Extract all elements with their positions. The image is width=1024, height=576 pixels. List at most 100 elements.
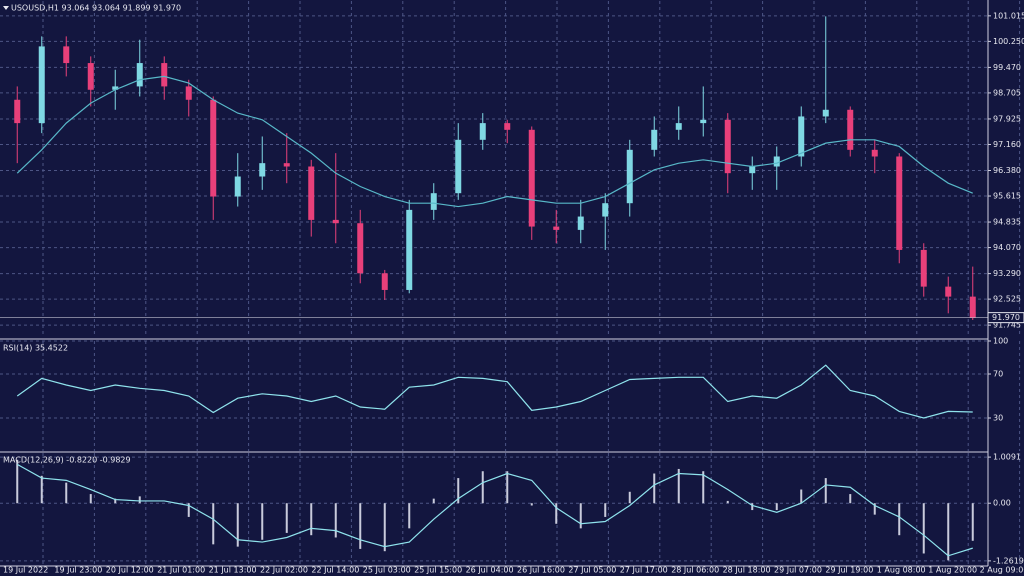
y-tick-label: 98.705 xyxy=(993,88,1021,97)
x-tick-label: 27 Jul 17:00 xyxy=(620,566,668,575)
macd-bar xyxy=(40,475,43,504)
candle-body xyxy=(406,209,413,290)
candle-body xyxy=(259,163,266,177)
macd-bar xyxy=(579,503,582,529)
macd-bar xyxy=(751,503,754,511)
candle-body xyxy=(724,119,731,174)
candle-body xyxy=(136,63,143,87)
macd-bar xyxy=(65,482,68,504)
macd-bar xyxy=(285,503,288,533)
candle-body xyxy=(896,156,903,250)
candle-body xyxy=(577,216,584,230)
y-tick-label: 94.835 xyxy=(993,218,1021,227)
candle-body xyxy=(332,219,339,224)
macd-bar xyxy=(89,494,92,504)
candle-body xyxy=(479,123,486,140)
y-tick-label: 70 xyxy=(993,370,1003,379)
panel-title: USOUSD,H1 93.064 93.064 91.899 91.970 xyxy=(11,4,181,13)
macd-bar xyxy=(653,473,656,504)
candle-body xyxy=(651,129,658,150)
macd-bar xyxy=(971,503,974,541)
rsi-line xyxy=(16,364,973,419)
candle-body xyxy=(553,226,560,230)
x-tick-label: 29 Jul 07:00 xyxy=(774,566,822,575)
y-tick-label: 96.380 xyxy=(993,166,1021,175)
y-tick-label: 97.925 xyxy=(993,114,1021,123)
x-tick-label: 25 Jul 15:00 xyxy=(414,566,462,575)
candle-body xyxy=(945,286,952,297)
macd-bar xyxy=(187,503,190,517)
y-tick-label: 94.070 xyxy=(993,243,1021,252)
candle-body xyxy=(87,63,94,90)
candle-body xyxy=(283,163,290,167)
macd-bar xyxy=(947,503,950,561)
macd-bar xyxy=(898,503,901,536)
last-price-box xyxy=(987,312,1024,324)
candle-body xyxy=(381,273,388,290)
macd-bar xyxy=(506,471,509,504)
y-tick-label: 92.525 xyxy=(993,295,1021,304)
macd-bar xyxy=(236,503,239,547)
candle-body xyxy=(700,119,707,124)
macd-bar xyxy=(530,503,533,506)
candle-body xyxy=(504,123,511,130)
x-tick-label: 22 Jul 14:00 xyxy=(311,566,359,575)
y-tick-label: 0.00 xyxy=(993,499,1011,508)
macd-bar xyxy=(628,491,631,504)
candle-body xyxy=(847,109,854,150)
macd-bar xyxy=(138,496,141,504)
y-tick-label: 91.745 xyxy=(993,321,1021,330)
candle-body xyxy=(63,46,70,64)
macd-bar xyxy=(849,494,852,504)
x-tick-label: 21 Jul 01:00 xyxy=(157,566,205,575)
x-tick-label: 26 Jul 16:00 xyxy=(517,566,565,575)
candle-body xyxy=(822,109,829,117)
candle-body xyxy=(871,149,878,157)
macd-bar xyxy=(555,503,558,524)
macd-bar xyxy=(800,489,803,504)
y-tick-label: -1.2619 xyxy=(993,556,1024,565)
macd-bar xyxy=(775,503,778,511)
macd-bar xyxy=(922,503,925,554)
candle-body xyxy=(234,176,241,197)
x-tick-label: 1 Aug 20:00 xyxy=(928,566,977,575)
y-tick-label: 101.015 xyxy=(993,11,1024,20)
macd-bar xyxy=(212,503,215,545)
macd-bar xyxy=(359,503,362,549)
x-tick-label: 21 Jul 13:00 xyxy=(209,566,257,575)
macd-bar xyxy=(702,471,705,504)
candle-body xyxy=(357,223,364,274)
panel-title: MACD(12,26,9) -0.8220 -0.9829 xyxy=(3,456,131,465)
macd-bar xyxy=(726,500,729,504)
x-tick-label: 19 Jul 23:00 xyxy=(54,566,102,575)
candle-body xyxy=(455,139,462,194)
y-tick-label: 100.250 xyxy=(993,37,1024,46)
macd-bar xyxy=(677,468,680,504)
x-tick-label: 28 Jul 18:00 xyxy=(723,566,771,575)
macd-bar xyxy=(383,503,386,552)
candle-body xyxy=(185,86,192,100)
x-tick-label: 2 Aug 09:00 xyxy=(980,566,1024,575)
macd-bar xyxy=(16,459,19,504)
candle-body xyxy=(969,296,976,318)
y-tick-label: 30 xyxy=(993,414,1003,423)
macd-bar xyxy=(432,498,435,504)
y-tick-label: 100 xyxy=(993,337,1008,346)
macd-bar xyxy=(873,503,876,515)
macd-signal-line xyxy=(16,463,973,557)
macd-bar xyxy=(408,503,411,529)
macd-bar xyxy=(481,471,484,504)
candle-body xyxy=(38,46,45,124)
candle-body xyxy=(112,86,119,90)
x-tick-label: 26 Jul 04:00 xyxy=(466,566,514,575)
y-tick-label: 1.0091 xyxy=(993,453,1021,462)
x-tick-label: 19 Jul 2022 xyxy=(3,566,48,575)
candle-body xyxy=(626,149,633,204)
x-tick-label: 20 Jul 12:00 xyxy=(106,566,154,575)
candle-body xyxy=(773,156,780,167)
x-tick-label: 29 Jul 19:00 xyxy=(825,566,873,575)
x-tick-label: 27 Jul 05:00 xyxy=(568,566,616,575)
y-tick-label: 93.290 xyxy=(993,269,1021,278)
candle-body xyxy=(210,99,217,197)
